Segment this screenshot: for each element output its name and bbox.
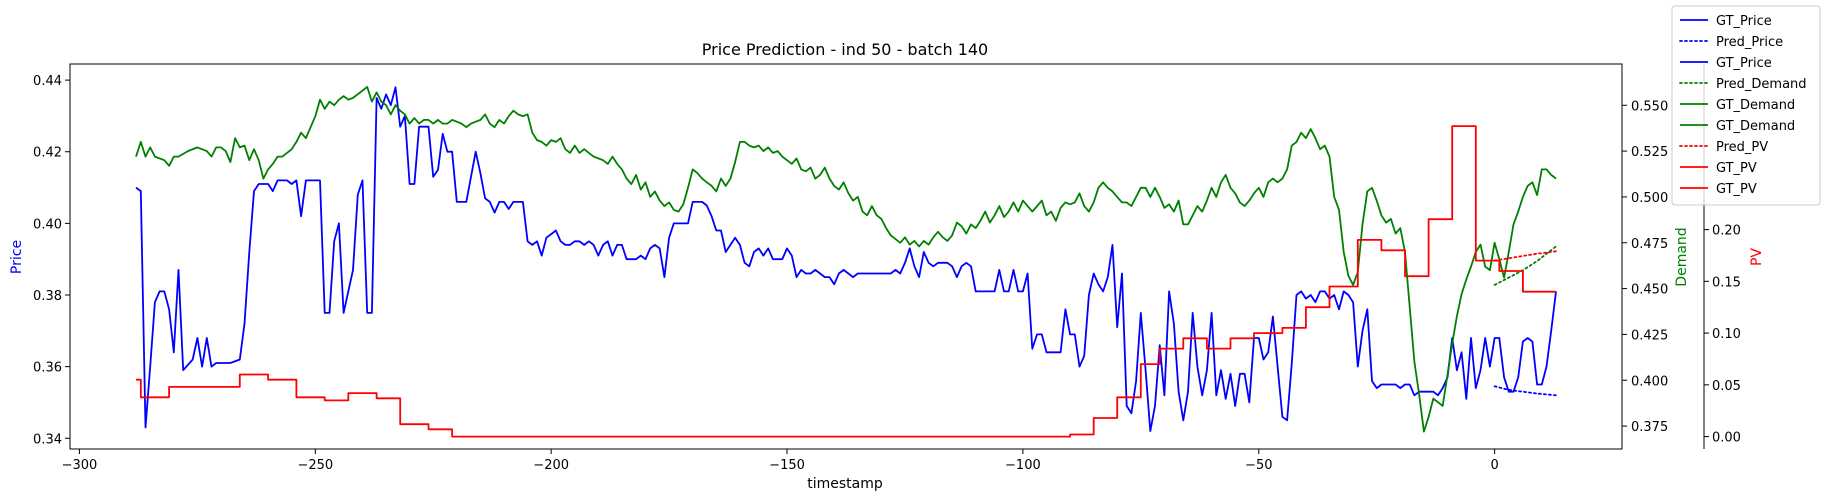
x-axis: −300 −250 −200 −150 −100 −50 0 (62, 449, 1499, 473)
legend-label: GT_Demand (1716, 98, 1795, 113)
pv-axis-label: PV (1749, 248, 1765, 266)
pv-tick-label: 0.15 (1712, 275, 1741, 290)
demand-tick-label: 0.450 (1631, 283, 1668, 298)
demand-axis: 0.375 0.400 0.425 0.450 0.475 0.500 0.525 0.550 (1622, 99, 1668, 435)
x-tick-label: −100 (1005, 458, 1041, 473)
x-tick-label: −200 (533, 458, 569, 473)
price-tick-label: 0.40 (33, 217, 62, 232)
pv-tick-label: 0.05 (1712, 379, 1741, 394)
demand-tick-label: 0.475 (1631, 237, 1668, 252)
series-line-gt-price (135, 86, 1557, 432)
legend-label: Pred_Price (1716, 35, 1783, 50)
series-line-gt-demand (135, 86, 1557, 433)
series-line-pred-pv (1493, 250, 1557, 262)
series-layer (135, 86, 1557, 438)
x-tick-label: −50 (1245, 458, 1272, 473)
legend-label: GT_Demand (1716, 119, 1795, 134)
series-line-pred-price (1493, 385, 1557, 397)
legend-label: Pred_PV (1716, 140, 1768, 155)
pv-tick-label: 0.10 (1712, 327, 1741, 342)
price-tick-label: 0.42 (33, 146, 62, 161)
price-tick-label: 0.36 (33, 361, 62, 376)
demand-tick-label: 0.375 (1631, 420, 1668, 435)
demand-axis-label: Demand (1674, 227, 1690, 286)
legend-box (1671, 5, 1821, 206)
legend: GT_Price Pred_Price GT_Price Pred_Demand GT_… (1671, 5, 1821, 206)
demand-tick-label: 0.500 (1631, 191, 1668, 206)
price-tick-label: 0.44 (33, 74, 62, 89)
x-tick-label: −150 (769, 458, 805, 473)
x-tick-label: 0 (1490, 458, 1498, 473)
demand-tick-label: 0.425 (1631, 328, 1668, 343)
legend-label: Pred_Demand (1716, 77, 1807, 92)
pv-axis: 0.00 0.05 0.10 0.15 0.20 (1703, 64, 1741, 449)
legend-label: GT_Price (1716, 56, 1772, 71)
x-axis-label: timestamp (807, 476, 883, 492)
price-tick-label: 0.38 (33, 289, 62, 304)
pv-tick-label: 0.00 (1712, 431, 1741, 446)
demand-tick-label: 0.525 (1631, 145, 1668, 160)
price-axis-label: Price (9, 240, 25, 274)
series-line-gt-pv (136, 125, 1556, 438)
demand-tick-label: 0.400 (1631, 374, 1668, 389)
plot-frame (69, 63, 1623, 450)
chart-title: Price Prediction - ind 50 - batch 140 (702, 40, 988, 59)
pv-tick-label: 0.20 (1712, 224, 1741, 239)
x-tick-label: −300 (62, 458, 98, 473)
legend-label: GT_PV (1716, 182, 1757, 197)
price-tick-label: 0.34 (33, 432, 62, 447)
legend-label: GT_Price (1716, 14, 1772, 29)
x-tick-label: −250 (297, 458, 333, 473)
price-axis: 0.34 0.36 0.38 0.40 0.42 0.44 (33, 74, 70, 447)
legend-label: GT_PV (1716, 161, 1757, 176)
demand-tick-label: 0.550 (1631, 99, 1668, 114)
